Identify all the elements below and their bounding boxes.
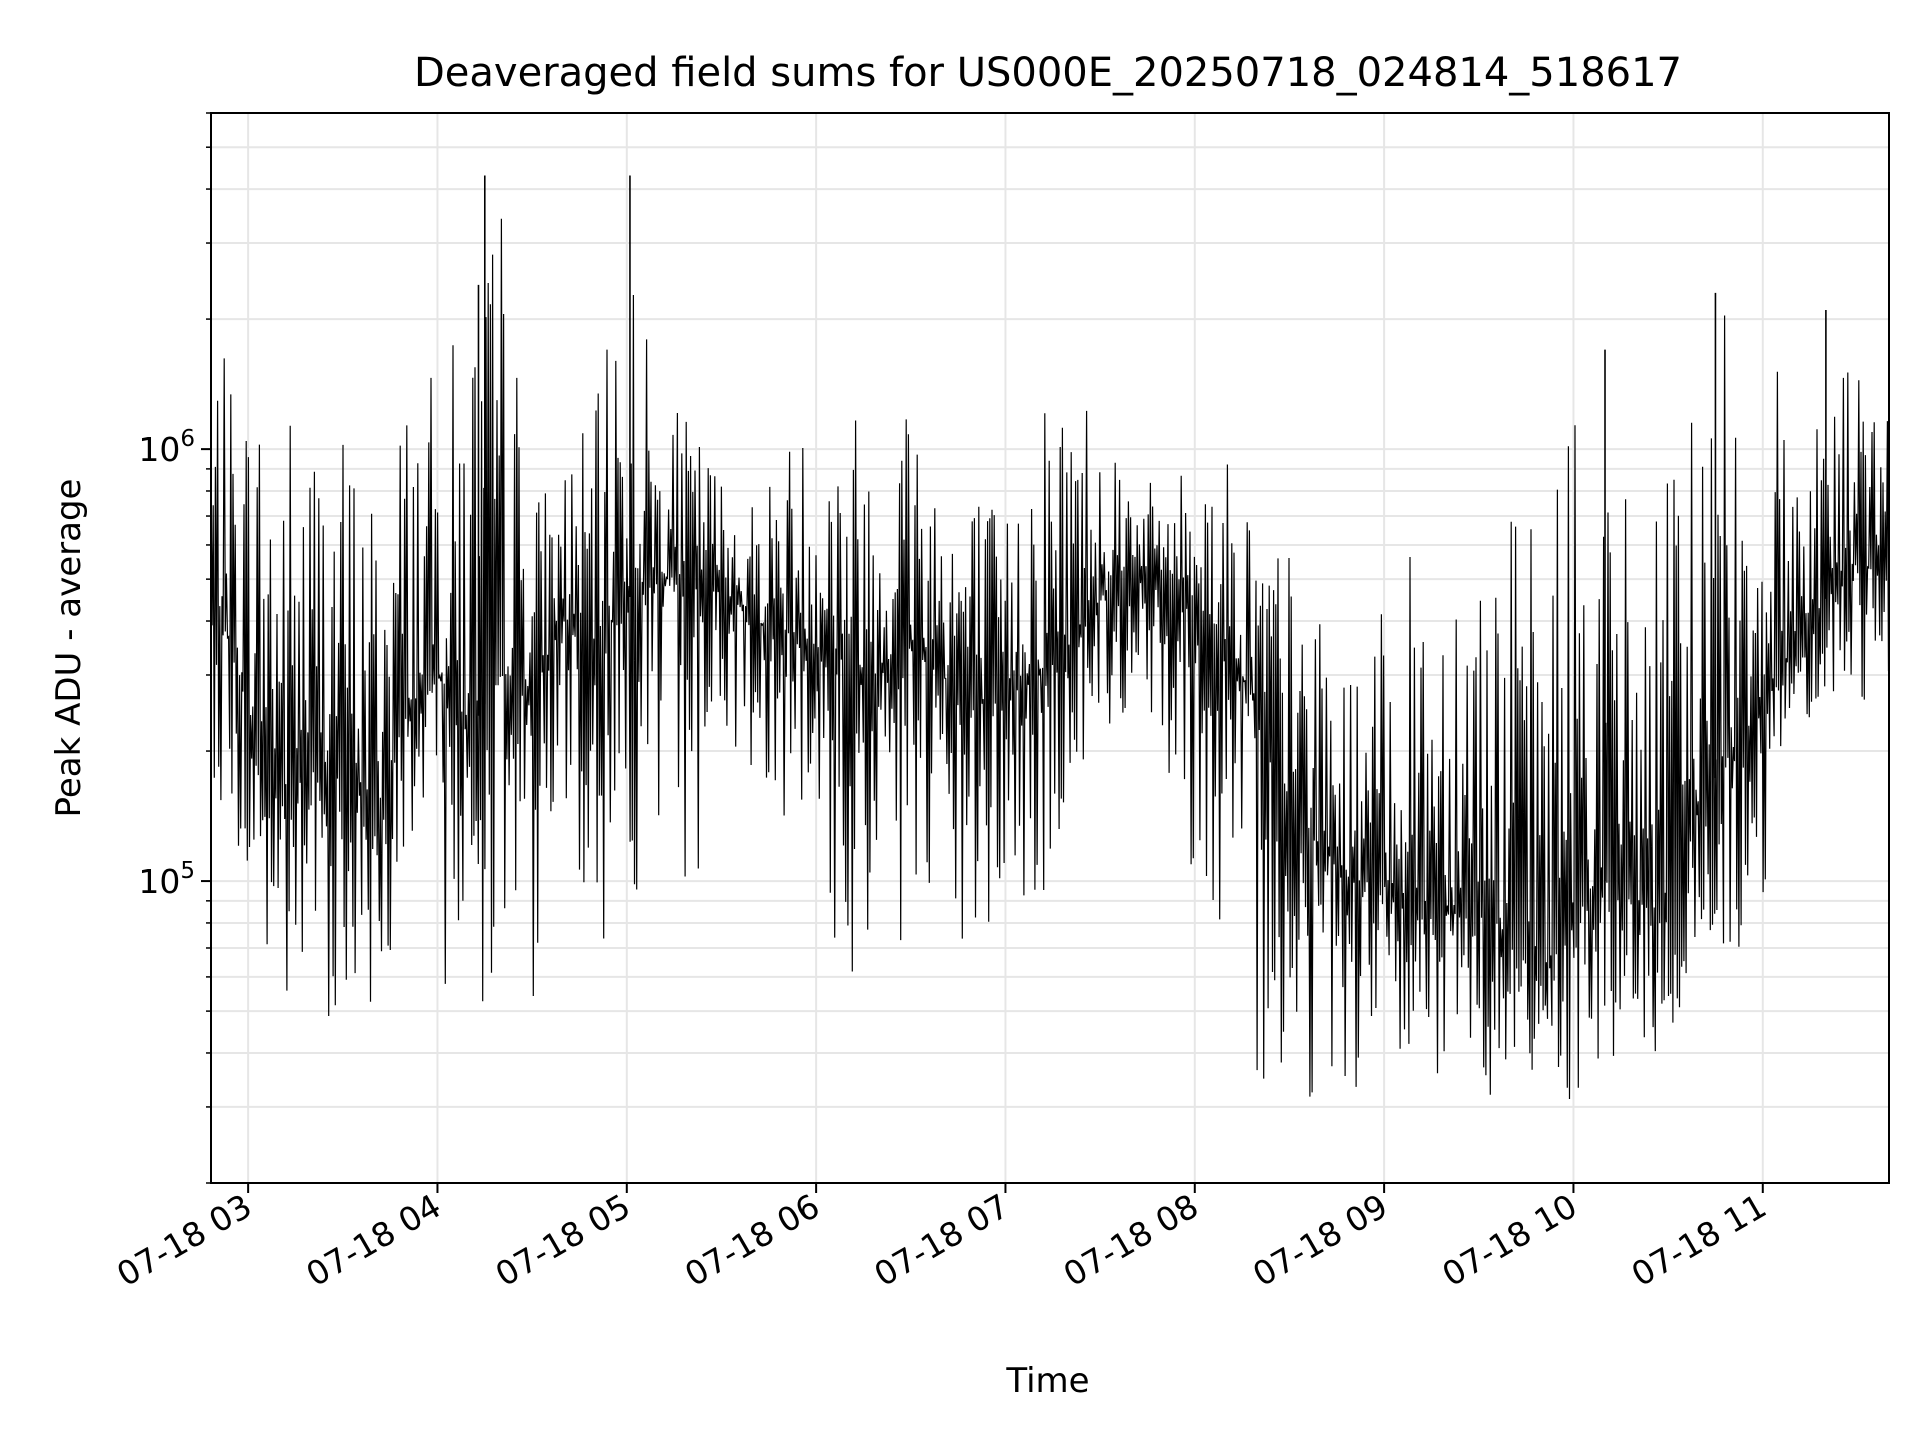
y-axis: 105 106: [138, 112, 211, 1184]
series-layer: [210, 175, 1890, 1100]
plot-frame: [210, 112, 1890, 1184]
x-axis-title: Time: [1005, 1361, 1089, 1401]
y-tick-label: 106: [138, 426, 195, 469]
y-tick-label: 105: [138, 858, 195, 901]
series-line: [210, 218, 1890, 1100]
y-axis-title: Peak ADU - average: [49, 479, 89, 818]
chart-title: Deaveraged field sums for US000E_2025071…: [414, 50, 1682, 96]
